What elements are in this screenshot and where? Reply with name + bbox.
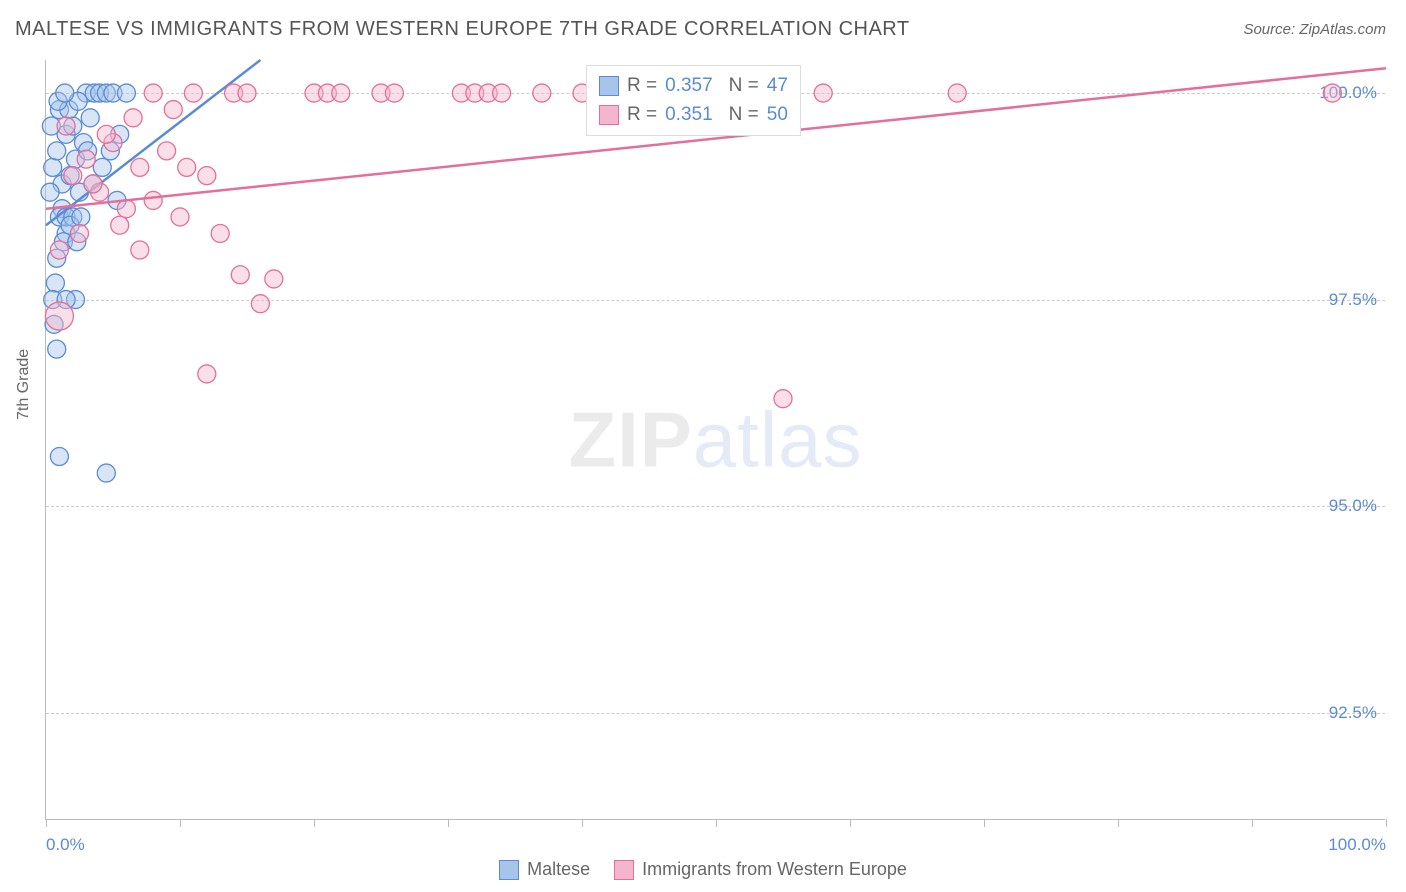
xtick: [582, 819, 583, 827]
scatter-point: [131, 158, 149, 176]
scatter-point: [46, 274, 64, 292]
legend-r-value: 0.357: [665, 72, 713, 101]
legend-r-prefix: R =: [627, 101, 657, 130]
plot-area: ZIPatlas 92.5%95.0%97.5%100.0%0.0%100.0%…: [45, 60, 1385, 820]
scatter-point: [93, 158, 111, 176]
legend-n-value: 50: [767, 101, 788, 130]
legend-label: Immigrants from Western Europe: [642, 859, 907, 879]
scatter-point: [231, 266, 249, 284]
scatter-point: [131, 241, 149, 259]
bottom-legend-item: Immigrants from Western Europe: [614, 859, 907, 880]
bottom-legend: Maltese Immigrants from Western Europe: [0, 859, 1406, 880]
scatter-point: [814, 84, 832, 102]
scatter-point: [238, 84, 256, 102]
scatter-point: [48, 340, 66, 358]
scatter-point: [64, 167, 82, 185]
xtick: [46, 819, 47, 827]
xtick: [984, 819, 985, 827]
scatter-point: [332, 84, 350, 102]
scatter-point: [97, 464, 115, 482]
xtick: [448, 819, 449, 827]
scatter-point: [251, 295, 269, 313]
scatter-point: [117, 84, 135, 102]
scatter-point: [198, 365, 216, 383]
scatter-point: [211, 224, 229, 242]
scatter-point: [81, 109, 99, 127]
scatter-point: [45, 302, 73, 330]
legend-r-prefix: R =: [627, 72, 657, 101]
scatter-point: [50, 448, 68, 466]
scatter-point: [1323, 84, 1341, 102]
scatter-point: [265, 270, 283, 288]
xtick: [850, 819, 851, 827]
plot-wrapper: ZIPatlas 92.5%95.0%97.5%100.0%0.0%100.0%…: [45, 60, 1385, 820]
scatter-point: [77, 150, 95, 168]
legend-swatch: [599, 105, 619, 125]
legend-swatch: [499, 860, 519, 880]
xtick: [1252, 819, 1253, 827]
scatter-point: [533, 84, 551, 102]
scatter-point: [144, 191, 162, 209]
stats-legend-row: R = 0.357 N = 47: [599, 72, 788, 101]
xtick: [1386, 819, 1387, 827]
scatter-point: [158, 142, 176, 160]
scatter-point: [71, 224, 89, 242]
scatter-point: [178, 158, 196, 176]
scatter-point: [50, 241, 68, 259]
scatter-point: [48, 142, 66, 160]
scatter-point: [144, 84, 162, 102]
xtick: [1118, 819, 1119, 827]
stats-legend: R = 0.357 N = 47 R = 0.351 N = 50: [586, 65, 801, 136]
scatter-svg: [46, 60, 1386, 820]
scatter-point: [774, 390, 792, 408]
chart-header: MALTESE VS IMMIGRANTS FROM WESTERN EUROP…: [0, 0, 1406, 51]
scatter-point: [493, 84, 511, 102]
scatter-point: [124, 109, 142, 127]
stats-legend-row: R = 0.351 N = 50: [599, 101, 788, 130]
scatter-point: [56, 84, 74, 102]
scatter-point: [44, 158, 62, 176]
bottom-legend-item: Maltese: [499, 859, 590, 880]
scatter-point: [164, 101, 182, 119]
scatter-point: [385, 84, 403, 102]
xtick: [314, 819, 315, 827]
scatter-point: [111, 216, 129, 234]
scatter-point: [198, 167, 216, 185]
scatter-point: [72, 208, 90, 226]
legend-n-value: 47: [767, 72, 788, 101]
scatter-point: [117, 200, 135, 218]
xtick: [180, 819, 181, 827]
legend-label: Maltese: [527, 859, 590, 879]
xtick-label: 100.0%: [1328, 835, 1386, 855]
chart-title: MALTESE VS IMMIGRANTS FROM WESTERN EUROP…: [15, 18, 910, 41]
legend-n-prefix: N =: [729, 72, 759, 101]
scatter-point: [41, 183, 59, 201]
chart-source: Source: ZipAtlas.com: [1243, 21, 1386, 38]
scatter-point: [184, 84, 202, 102]
scatter-point: [171, 208, 189, 226]
xtick-label: 0.0%: [46, 835, 85, 855]
xtick: [716, 819, 717, 827]
legend-n-prefix: N =: [729, 101, 759, 130]
scatter-point: [97, 125, 115, 143]
scatter-point: [948, 84, 966, 102]
scatter-point: [57, 117, 75, 135]
y-axis-label: 7th Grade: [15, 349, 33, 420]
scatter-point: [84, 175, 102, 193]
legend-swatch: [614, 860, 634, 880]
legend-r-value: 0.351: [665, 101, 713, 130]
legend-swatch: [599, 76, 619, 96]
